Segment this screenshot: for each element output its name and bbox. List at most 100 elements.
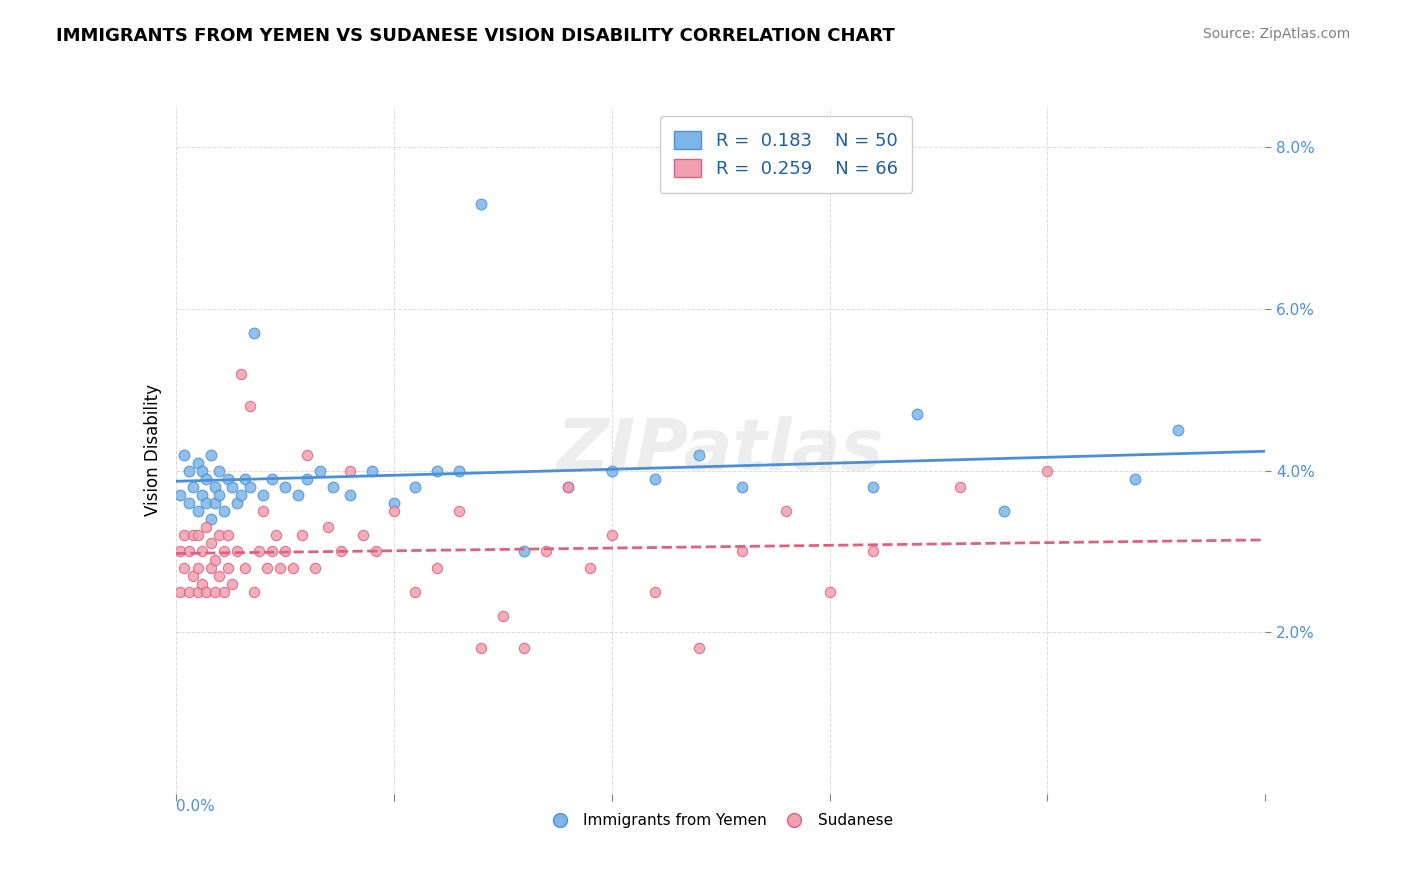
Point [264,528,287,542]
Point [731,544,754,558]
Point [239,399,262,413]
Point [1036,464,1059,478]
Point [204,552,226,566]
Point [600,528,623,542]
Point [470,641,492,656]
Legend: Immigrants from Yemen, Sudanese: Immigrants from Yemen, Sudanese [543,807,898,834]
Point [181,528,204,542]
Point [195,472,218,486]
Point [260,544,283,558]
Point [208,528,231,542]
Point [905,407,928,421]
Point [243,326,266,341]
Point [295,448,318,462]
Point [644,472,666,486]
Point [235,560,257,574]
Point [204,585,226,599]
Point [200,560,222,574]
Point [169,488,191,502]
Point [260,472,283,486]
Point [191,576,214,591]
Point [304,560,326,574]
Point [212,585,235,599]
Point [366,544,388,558]
Point [862,544,884,558]
Point [1167,423,1189,437]
Point [177,464,200,478]
Point [492,609,515,624]
Point [212,504,235,518]
Point [382,504,405,518]
Point [231,488,253,502]
Point [173,528,195,542]
Point [322,480,344,494]
Point [862,480,884,494]
Point [169,585,191,599]
Point [269,560,291,574]
Point [177,544,200,558]
Point [169,544,191,558]
Point [225,544,247,558]
Point [212,544,235,558]
Point [1123,472,1146,486]
Point [200,448,222,462]
Point [191,464,214,478]
Point [283,560,305,574]
Point [426,464,449,478]
Point [513,641,536,656]
Point [600,464,623,478]
Point [382,496,405,510]
Point [579,560,602,574]
Point [177,585,200,599]
Point [447,464,470,478]
Point [186,504,209,518]
Point [195,585,218,599]
Point [208,568,231,582]
Text: IMMIGRANTS FROM YEMEN VS SUDANESE VISION DISABILITY CORRELATION CHART: IMMIGRANTS FROM YEMEN VS SUDANESE VISION… [56,27,896,45]
Point [200,512,222,526]
Point [195,496,218,510]
Point [195,520,218,534]
Point [243,585,266,599]
Point [688,448,710,462]
Point [231,367,253,381]
Point [818,585,841,599]
Point [360,464,382,478]
Text: ZIPatlas: ZIPatlas [557,416,884,485]
Point [405,585,427,599]
Point [252,488,274,502]
Point [200,536,222,550]
Point [186,528,209,542]
Point [339,488,361,502]
Point [513,544,536,558]
Point [217,472,239,486]
Point [447,504,470,518]
Point [177,496,200,510]
Point [318,520,340,534]
Point [235,472,257,486]
Point [291,528,314,542]
Point [308,464,330,478]
Point [470,197,492,211]
Point [993,504,1015,518]
Point [252,504,274,518]
Point [181,480,204,494]
Point [186,456,209,470]
Point [208,464,231,478]
Point [688,641,710,656]
Point [949,480,972,494]
Point [225,496,247,510]
Point [731,480,754,494]
Point [274,480,297,494]
Point [186,560,209,574]
Point [173,448,195,462]
Point [557,480,579,494]
Point [426,560,449,574]
Point [181,568,204,582]
Point [221,576,243,591]
Point [295,472,318,486]
Point [775,504,797,518]
Point [204,496,226,510]
Point [221,480,243,494]
Point [405,480,427,494]
